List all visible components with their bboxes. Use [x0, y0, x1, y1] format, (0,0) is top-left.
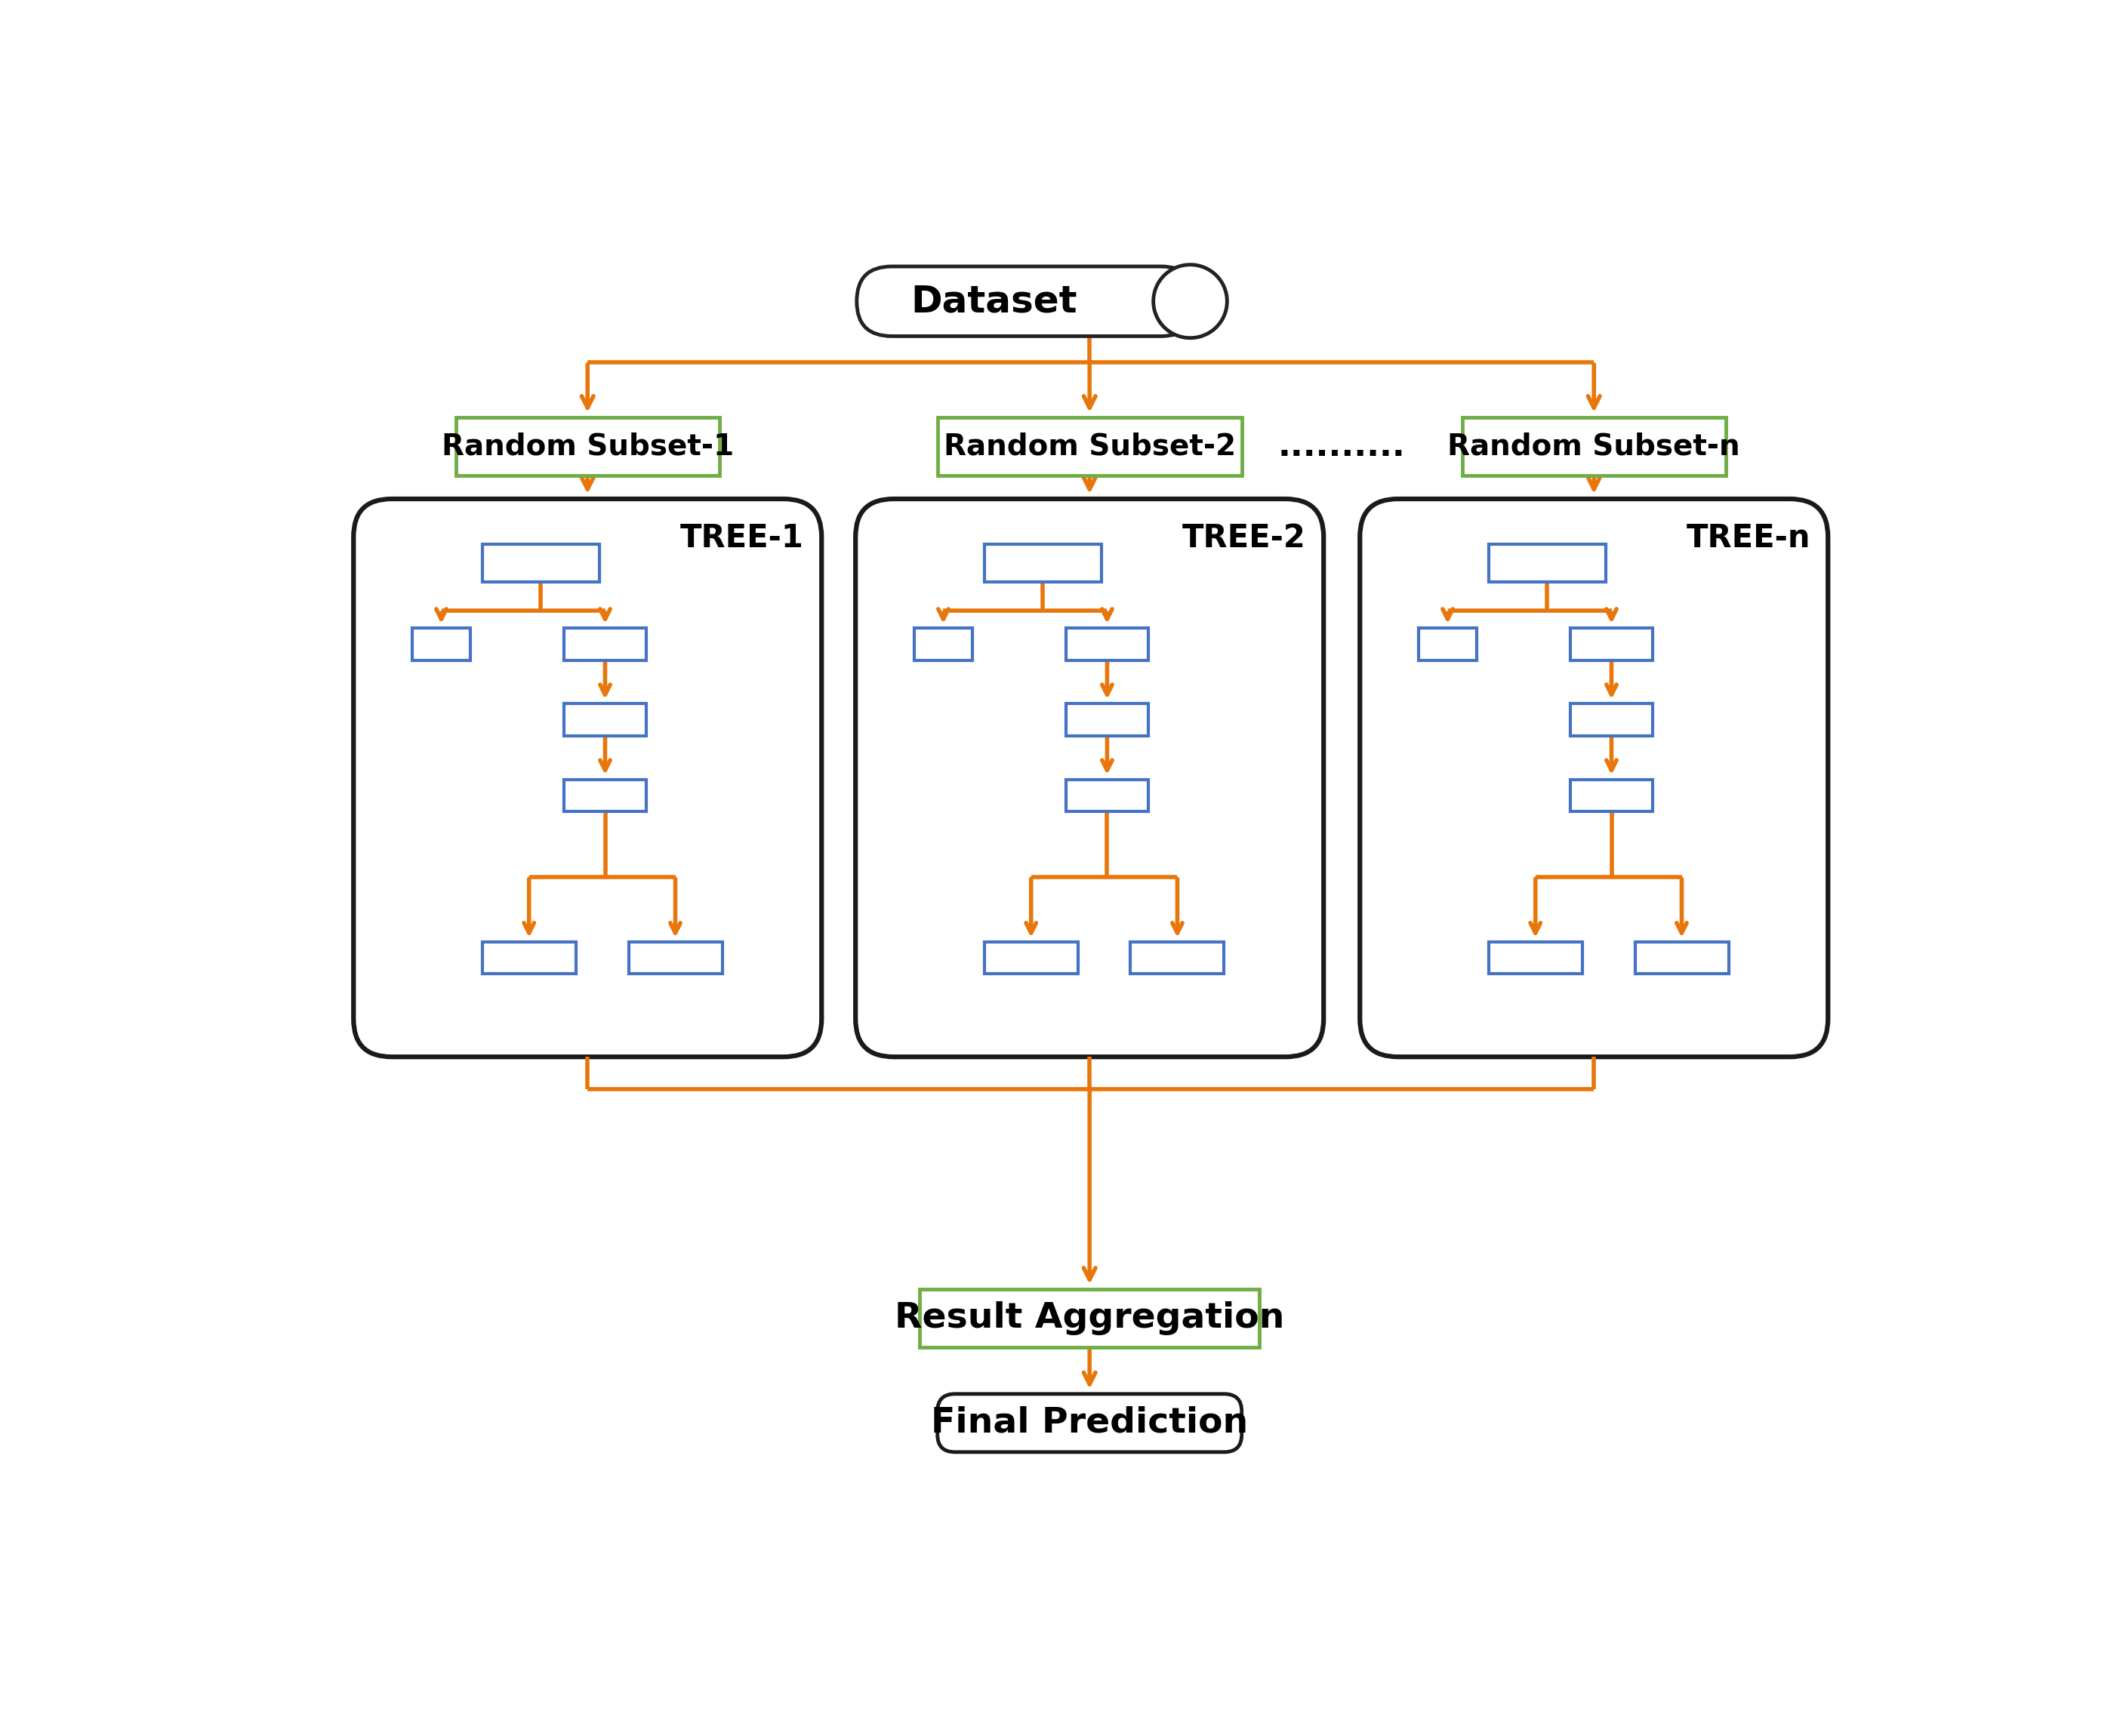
Ellipse shape — [1152, 264, 1227, 339]
FancyBboxPatch shape — [629, 943, 723, 974]
FancyBboxPatch shape — [1571, 628, 1652, 660]
FancyBboxPatch shape — [984, 943, 1078, 974]
FancyBboxPatch shape — [855, 498, 1324, 1057]
FancyBboxPatch shape — [1488, 543, 1605, 582]
FancyBboxPatch shape — [914, 628, 972, 660]
Text: Random Subset-2: Random Subset-2 — [944, 432, 1235, 462]
FancyBboxPatch shape — [921, 1290, 1259, 1347]
FancyBboxPatch shape — [1065, 703, 1148, 736]
FancyBboxPatch shape — [938, 1394, 1242, 1451]
Text: ..........: .......... — [1278, 431, 1405, 464]
Text: Random Subset-1: Random Subset-1 — [442, 432, 733, 462]
Text: Dataset: Dataset — [910, 283, 1078, 319]
FancyBboxPatch shape — [563, 779, 646, 811]
FancyBboxPatch shape — [1571, 703, 1652, 736]
FancyBboxPatch shape — [1361, 498, 1828, 1057]
FancyBboxPatch shape — [1065, 779, 1148, 811]
Text: Final Prediction: Final Prediction — [931, 1406, 1248, 1439]
FancyBboxPatch shape — [412, 628, 470, 660]
FancyBboxPatch shape — [857, 266, 1197, 337]
FancyBboxPatch shape — [1488, 943, 1582, 974]
FancyBboxPatch shape — [1571, 779, 1652, 811]
FancyBboxPatch shape — [563, 703, 646, 736]
FancyBboxPatch shape — [1131, 943, 1225, 974]
FancyBboxPatch shape — [984, 543, 1101, 582]
FancyBboxPatch shape — [938, 418, 1242, 476]
FancyBboxPatch shape — [1065, 628, 1148, 660]
Text: TREE-2: TREE-2 — [1182, 523, 1305, 554]
FancyBboxPatch shape — [1635, 943, 1728, 974]
Text: Random Subset-n: Random Subset-n — [1448, 432, 1741, 462]
Text: TREE-n: TREE-n — [1686, 523, 1811, 554]
FancyBboxPatch shape — [455, 418, 719, 476]
FancyBboxPatch shape — [563, 628, 646, 660]
FancyBboxPatch shape — [483, 943, 576, 974]
FancyBboxPatch shape — [483, 543, 600, 582]
FancyBboxPatch shape — [1418, 628, 1478, 660]
FancyBboxPatch shape — [353, 498, 821, 1057]
FancyBboxPatch shape — [1463, 418, 1726, 476]
Text: Result Aggregation: Result Aggregation — [895, 1302, 1284, 1335]
Text: TREE-1: TREE-1 — [680, 523, 804, 554]
